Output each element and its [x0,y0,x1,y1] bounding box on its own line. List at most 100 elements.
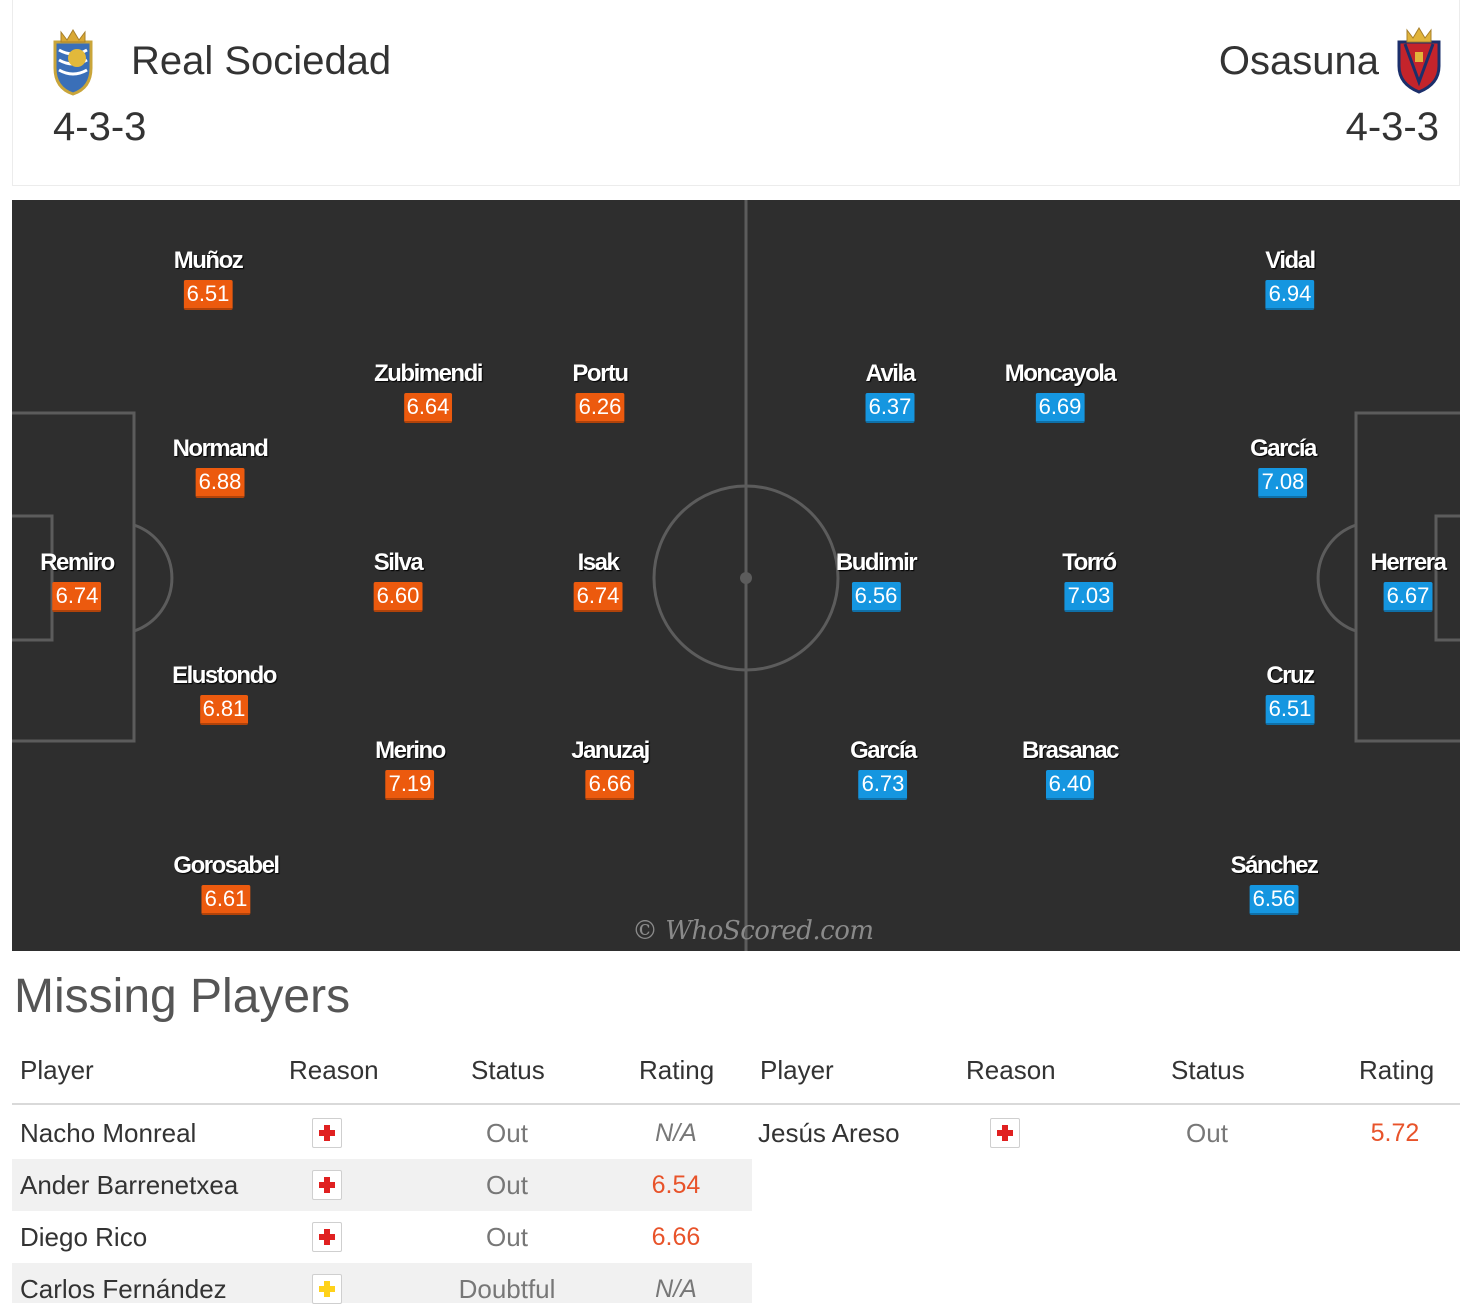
player-name: Budimir [835,549,918,576]
player-marker[interactable]: Silva 6.60 [373,548,424,612]
player-marker[interactable]: Januzaj 6.66 [571,736,650,800]
player-marker[interactable]: García 7.08 [1250,434,1317,498]
status-cell: Out [486,1222,528,1252]
player-rating: 6.73 [858,770,908,800]
player-cell[interactable]: Carlos Fernández [20,1274,227,1304]
player-name: Silva [373,549,424,576]
table-row[interactable]: Jesús Areso Out 5.72 [752,1107,1460,1159]
injury-icon [990,1118,1020,1148]
player-rating: 6.51 [183,280,233,310]
rating-cell: 6.54 [651,1171,701,1199]
injury-icon [312,1222,342,1252]
player-name: Avila [865,360,916,387]
player-marker[interactable]: Avila 6.37 [865,359,916,423]
status-cell: Out [1186,1118,1228,1148]
player-rating: 7.19 [385,770,435,800]
player-name: Gorosabel [173,852,280,879]
player-marker[interactable]: Vidal 6.94 [1265,246,1316,310]
player-marker[interactable]: Budimir 6.56 [835,548,918,612]
player-name: Muñoz [173,247,244,274]
player-marker[interactable]: Brasanac 6.40 [1022,736,1120,800]
player-name: Isak [577,549,620,576]
player-rating: 6.60 [373,582,423,612]
col-header-status: Status [471,1055,545,1085]
player-rating: 6.94 [1265,280,1315,310]
injury-icon [312,1170,342,1200]
player-marker[interactable]: Portu 6.26 [572,359,629,423]
home-team-name[interactable]: Real Sociedad [131,39,392,83]
missing-players-title: Missing Players [14,970,351,1023]
osasuna-crest-icon [1397,27,1441,94]
table-row[interactable]: Nacho Monreal Out N/A [12,1107,752,1159]
player-cell[interactable]: Nacho Monreal [20,1118,197,1148]
rating-cell: 5.72 [1370,1119,1420,1147]
player-marker[interactable]: García 6.73 [850,736,917,800]
pitch-lines [12,200,1460,951]
player-rating: 6.61 [201,885,251,915]
player-name: Zubimendi [374,360,483,387]
player-cell[interactable]: Jesús Areso [758,1118,900,1148]
table-row[interactable]: Diego Rico Out 6.66 [12,1211,752,1263]
real-sociedad-crest-icon [53,29,93,96]
player-marker[interactable]: Elustondo 6.81 [172,661,277,725]
player-rating: 6.74 [52,582,102,612]
player-marker[interactable]: Gorosabel 6.61 [173,851,280,915]
player-rating: 6.40 [1045,770,1095,800]
player-rating: 6.88 [195,468,245,498]
player-rating: 6.66 [585,770,635,800]
rating-cell: 6.66 [651,1223,701,1251]
player-name: Moncayola [1004,360,1117,387]
player-rating: 6.81 [199,695,249,725]
home-formation: 4-3-3 [53,105,147,149]
rating-cell: N/A [655,1119,697,1147]
player-rating: 6.26 [575,393,625,423]
player-name: Elustondo [172,662,277,689]
player-name: Januzaj [571,737,650,764]
player-rating: 6.56 [851,582,901,612]
col-header-rating: Rating [1359,1055,1435,1085]
col-header-reason: Reason [966,1055,1056,1085]
col-header-status: Status [1171,1055,1245,1085]
player-marker[interactable]: Sánchez 6.56 [1231,851,1319,915]
player-rating: 7.08 [1258,468,1308,498]
col-header-player: Player [760,1055,834,1085]
player-marker[interactable]: Herrera 6.67 [1370,548,1447,612]
match-header: Real Sociedad 4-3-3 Osasuna 4-3-3 [12,0,1460,186]
player-rating: 6.37 [865,393,915,423]
player-cell[interactable]: Ander Barrenetxea [20,1170,239,1200]
player-name: Remiro [40,549,115,576]
player-marker[interactable]: Merino 7.19 [375,736,446,800]
away-team-name[interactable]: Osasuna [1218,39,1379,83]
col-header-rating: Rating [639,1055,715,1085]
player-name: Herrera [1370,549,1447,576]
away-formation: 4-3-3 [1345,105,1439,149]
table-divider [12,1103,1460,1105]
player-marker[interactable]: Isak 6.74 [573,548,623,612]
player-marker[interactable]: Normand 6.88 [172,434,269,498]
player-cell[interactable]: Diego Rico [20,1222,148,1252]
player-name: Normand [172,435,269,462]
player-marker[interactable]: Torró 7.03 [1062,548,1117,612]
player-rating: 6.51 [1265,695,1315,725]
player-rating: 6.69 [1035,393,1085,423]
injury-icon [312,1118,342,1148]
table-row[interactable]: Ander Barrenetxea Out 6.54 [12,1159,752,1211]
player-name: Torró [1062,549,1117,576]
player-marker[interactable]: Zubimendi 6.64 [374,359,483,423]
table-row[interactable]: Carlos Fernández Doubtful N/A [12,1263,752,1304]
col-header-reason: Reason [289,1055,379,1085]
player-rating: 6.56 [1249,885,1299,915]
status-cell: Out [486,1170,528,1200]
player-marker[interactable]: Moncayola 6.69 [1004,359,1117,423]
player-name: García [850,737,917,764]
player-name: Portu [572,360,629,387]
player-marker[interactable]: Remiro 6.74 [40,548,115,612]
rating-cell: N/A [655,1275,697,1303]
player-name: Cruz [1266,662,1315,689]
player-marker[interactable]: Cruz 6.51 [1265,661,1315,725]
player-rating: 7.03 [1064,582,1114,612]
player-name: Vidal [1265,247,1316,274]
whoscored-watermark: © WhoScored.com [632,916,874,946]
player-rating: 6.67 [1383,582,1433,612]
player-marker[interactable]: Muñoz 6.51 [173,246,244,310]
